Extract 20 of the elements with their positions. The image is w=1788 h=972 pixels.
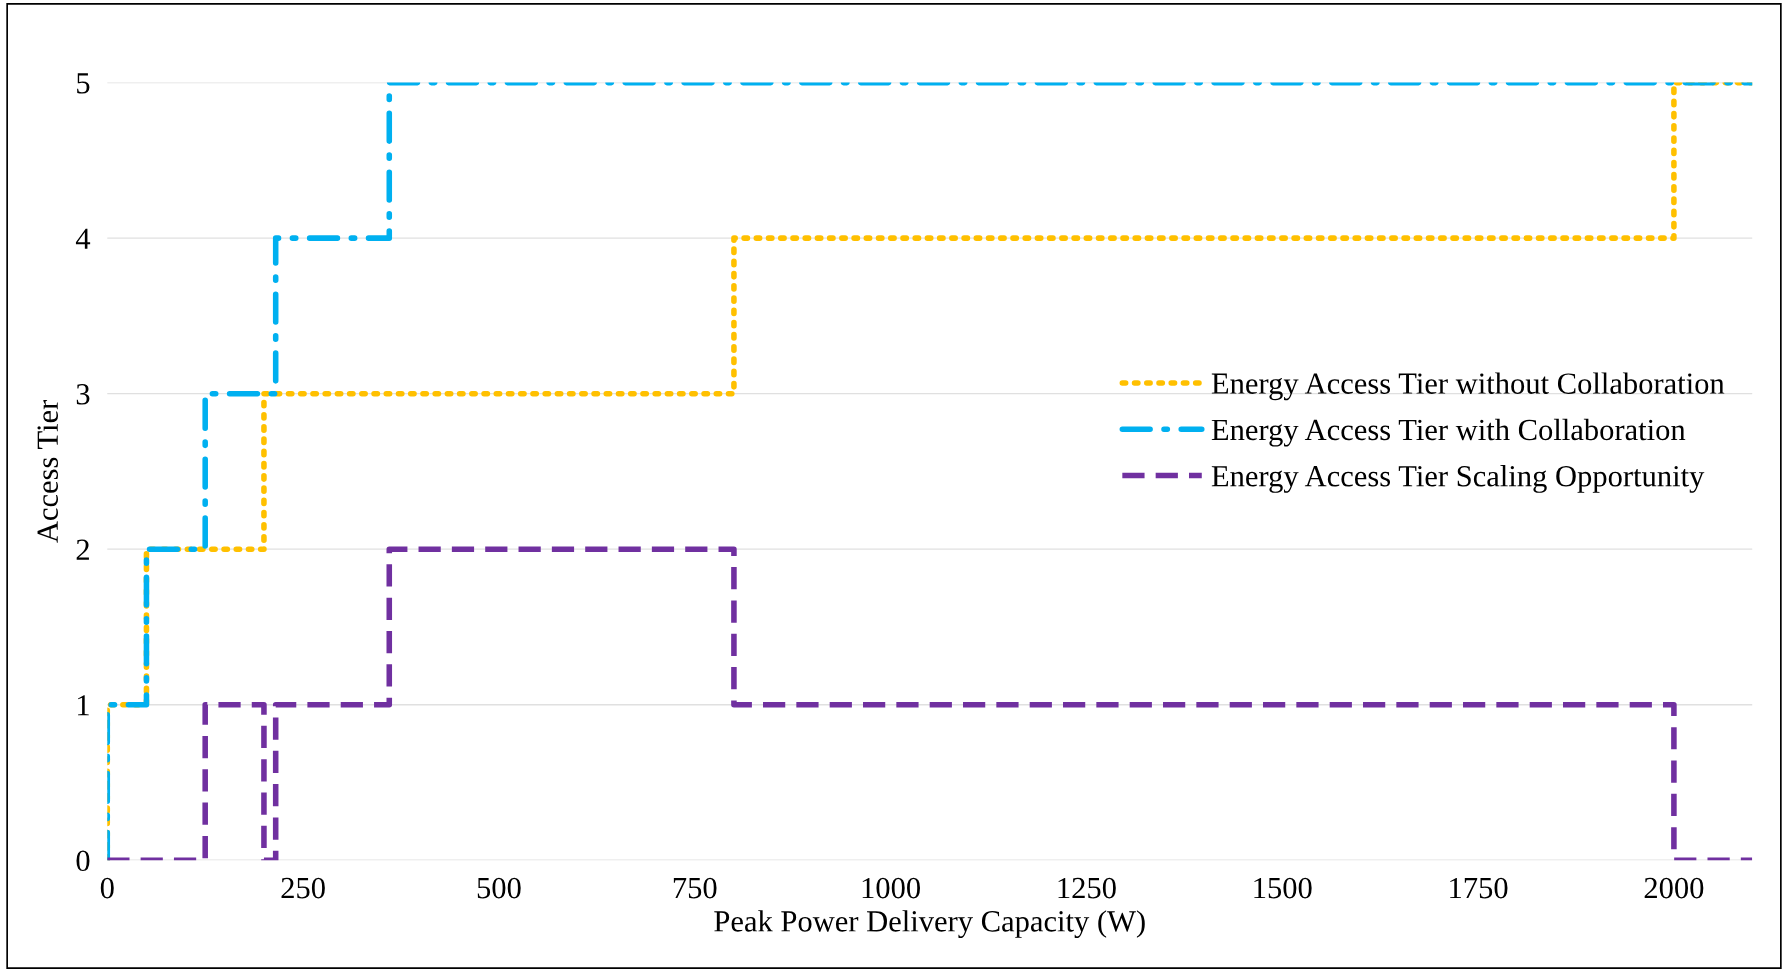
- x-tick-label: 1750: [1450, 877, 1508, 899]
- legend-label: Energy Access Tier Scaling Opportunity: [1211, 465, 1705, 493]
- legend-label: Energy Access Tier without Collaboration: [1211, 372, 1725, 401]
- y-tick-label: 0: [76, 850, 90, 872]
- x-tick-label: 1500: [1254, 877, 1312, 899]
- x-tick-label: 1250: [1058, 877, 1116, 899]
- y-axis-title: Access Tier: [37, 399, 59, 543]
- x-tick-label: 2000: [1644, 877, 1704, 899]
- legend-label: Energy Access Tier with Collaboration: [1211, 418, 1686, 447]
- x-tick-label: 500: [477, 877, 521, 899]
- y-tick-label: 4: [75, 228, 91, 249]
- y-tick-label: 3: [76, 384, 90, 405]
- x-tick-label: 1000: [862, 877, 920, 899]
- x-axis-title: Peak Power Delivery Capacity (W): [714, 910, 1145, 938]
- y-tick-label: 5: [77, 73, 90, 94]
- x-tick-label: 0: [100, 877, 114, 899]
- x-tick-label: 750: [673, 877, 717, 899]
- x-tick-label: 250: [281, 877, 325, 899]
- y-tick-label: 1: [78, 695, 89, 716]
- y-tick-label: 2: [76, 539, 89, 560]
